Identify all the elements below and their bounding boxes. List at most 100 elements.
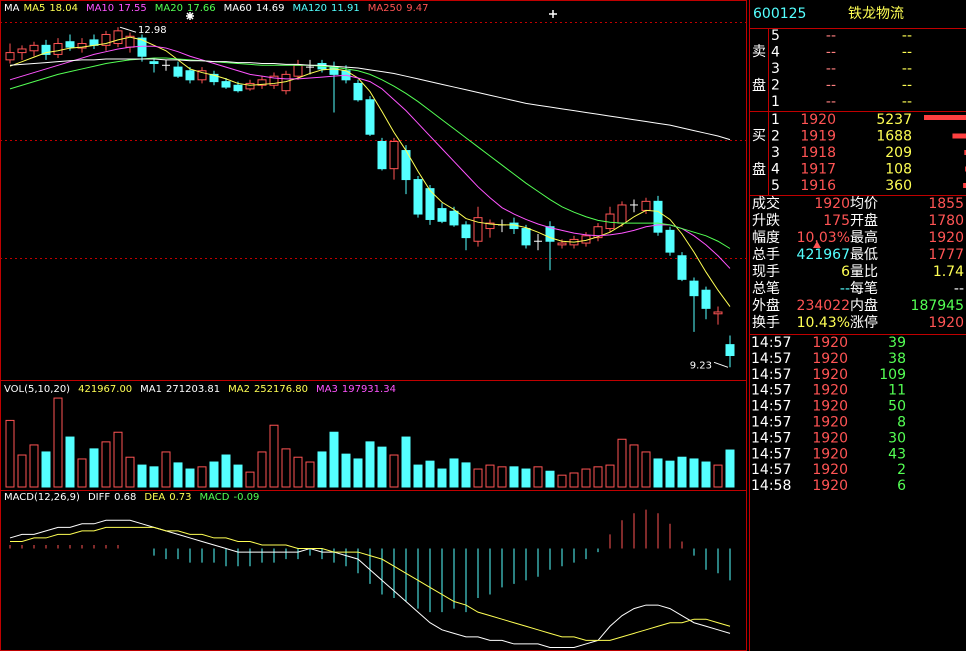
bid-price: 1918 [800, 145, 836, 161]
candle-body [257, 79, 267, 86]
tick-volume: 11 [888, 383, 906, 399]
volume-bar [53, 397, 63, 488]
ask-level: 3 [771, 61, 780, 77]
legend-name: MA2 [228, 384, 250, 395]
ask-volume: -- [902, 78, 912, 94]
bid-price: 1920 [800, 112, 836, 128]
volume-bar [221, 454, 231, 488]
candle-body [221, 81, 231, 88]
candle-body [713, 311, 723, 315]
ask-price: -- [826, 94, 836, 110]
bid-volume-bar [963, 183, 966, 188]
tick-price: 1920 [812, 478, 848, 494]
stat-label: 开盘 [850, 212, 878, 229]
volume-bar [653, 458, 663, 488]
volume-bar [593, 466, 603, 488]
tick-time: 14:57 [751, 383, 791, 399]
volume-bar [545, 470, 555, 488]
bid-price: 1919 [800, 129, 836, 145]
ask-volume: -- [902, 94, 912, 110]
stat-value: 421967 [797, 247, 850, 263]
volume-bar [293, 456, 303, 488]
tick-time: 14:57 [751, 462, 791, 478]
volume-bar [65, 436, 75, 488]
volume-bar [77, 458, 87, 488]
stat-label: 现手 [752, 264, 780, 280]
stat-label: 外盘 [752, 297, 780, 314]
volume-bar [425, 460, 435, 488]
legend-name: DIFF [88, 492, 110, 503]
volume-bar [197, 466, 207, 488]
volume-bar [509, 466, 519, 488]
volume-bar [689, 458, 699, 488]
candle-body [53, 43, 63, 55]
stat-label: 每笔 [850, 281, 878, 297]
legend-value: 271203.81 [166, 384, 220, 395]
candle-body [149, 61, 159, 64]
tick-price: 1920 [812, 462, 848, 478]
stat-label: 量比 [850, 264, 878, 280]
up-arrow [813, 241, 821, 248]
stat-label: 换手 [752, 314, 780, 331]
volume-bar [161, 451, 171, 488]
tick-time: 14:57 [751, 430, 791, 446]
ma-line [9, 58, 731, 141]
stat-value: 1855 [928, 196, 964, 212]
tick-time: 14:57 [751, 367, 791, 383]
volume-bar [581, 468, 591, 488]
legend-value: 14.69 [256, 3, 285, 14]
legend-value: 11.91 [331, 3, 360, 14]
tick-volume: 30 [888, 430, 906, 446]
stat-value: -- [840, 281, 850, 297]
tick-volume: 50 [888, 399, 906, 415]
legend-value: 0.68 [114, 492, 136, 503]
ask-level: 1 [771, 94, 780, 110]
tick-volume: 43 [888, 446, 906, 462]
candle-body [413, 179, 423, 215]
marker [549, 10, 557, 18]
volume-bar [185, 468, 195, 488]
bid-level: 3 [771, 145, 780, 161]
legend-name: MA3 [316, 384, 338, 395]
tick-time: 14:57 [751, 415, 791, 431]
tick-volume: 6 [897, 478, 906, 494]
candle-body [209, 73, 219, 83]
legend-name: MA250 [368, 3, 403, 14]
side-label: 卖 [752, 44, 766, 60]
annotation-leader [713, 361, 729, 368]
tick-volume: 38 [888, 351, 906, 367]
volume-bar [233, 464, 243, 488]
volume-bar [521, 468, 531, 488]
volume-bar [533, 466, 543, 488]
tick-volume: 39 [888, 335, 906, 351]
legend-title: VOL(5,10,20) [4, 384, 70, 395]
tick-price: 1920 [812, 430, 848, 446]
candle-body [521, 228, 531, 246]
candle-body [113, 30, 123, 45]
bid-volume-bar [924, 115, 966, 120]
candle-body [593, 226, 603, 239]
candle-body [473, 217, 483, 242]
volume-bar [269, 424, 279, 488]
candle-body [17, 48, 27, 54]
volume-bar [29, 444, 39, 488]
volume-bar [497, 466, 507, 488]
candle-body [101, 33, 111, 46]
tick-time: 14:57 [751, 446, 791, 462]
tick-price: 1920 [812, 335, 848, 351]
volume-bar [257, 451, 267, 488]
bid-volume: 108 [885, 162, 912, 178]
tick-price: 1920 [812, 446, 848, 462]
stat-label: 均价 [850, 196, 878, 212]
candle-body [353, 82, 363, 101]
volume-bar [377, 446, 387, 488]
volume-bar [341, 453, 351, 488]
ask-volume: -- [902, 61, 912, 77]
tick-time: 14:57 [751, 399, 791, 415]
volume-bar [617, 438, 627, 488]
stock-name: 铁龙物流 [848, 6, 904, 22]
ma-line [9, 45, 731, 269]
legend-value: 252176.80 [254, 384, 308, 395]
